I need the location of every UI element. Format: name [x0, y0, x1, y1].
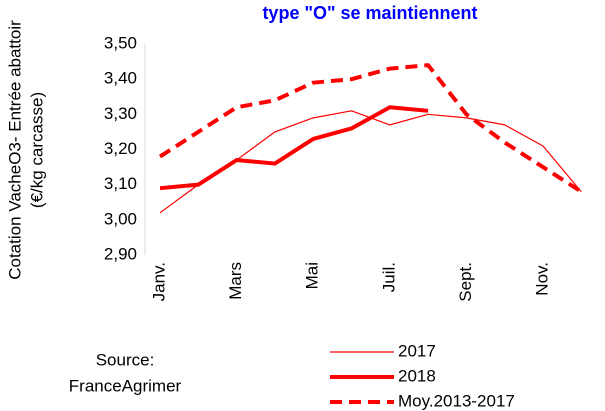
legend-label: 2018 [398, 366, 436, 385]
x-tick-label: Mars [226, 262, 245, 300]
y-tick-label: 3,00 [104, 209, 137, 228]
x-tick-label: Sept. [456, 262, 475, 302]
y-tick-label: 3,40 [104, 69, 137, 88]
legend-label: Moy.2013-2017 [398, 391, 515, 410]
y-tick-label: 3,30 [104, 104, 137, 123]
y-tick-label: 3,20 [104, 139, 137, 158]
y-axis-label: (€/kg carcasse) [27, 92, 46, 208]
source-note: FranceAgrimer [69, 376, 182, 395]
line-series [158, 63, 583, 194]
source-note: Source: [96, 350, 155, 369]
y-tick-label: 2,90 [104, 244, 137, 263]
line-series [159, 105, 429, 191]
line-series [159, 110, 582, 214]
x-tick-label: Nov. [532, 262, 551, 296]
chart-title: type "O" se maintiennent [262, 3, 477, 23]
x-tick-label: Mai [303, 262, 322, 289]
y-tick-label: 3,50 [104, 33, 137, 52]
y-tick-label: 3,10 [104, 174, 137, 193]
x-tick-label: Janv. [149, 262, 168, 301]
y-axis-label: Cotation VacheO3- Entrée abattoir [5, 20, 24, 280]
x-tick-label: Juil. [379, 262, 398, 292]
legend-label: 2017 [398, 341, 436, 360]
